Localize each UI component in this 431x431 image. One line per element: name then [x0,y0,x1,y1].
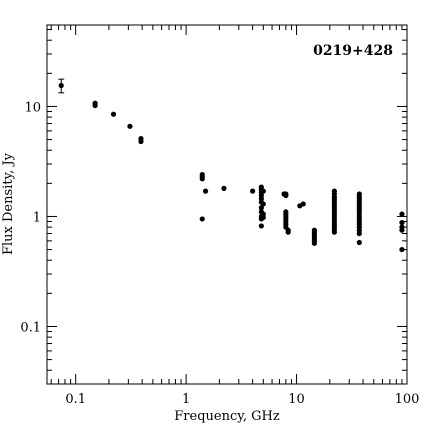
plot-frame [46,24,408,385]
data-point [399,211,405,217]
data-point [356,230,362,237]
y-axis-ticks: 0.1 1 10 [20,29,407,385]
data-point [399,227,405,233]
x-axis-label: Frequency, GHz [174,409,280,424]
plot-border [46,24,408,385]
data-point [260,201,266,207]
y-tick-label: 1 [33,210,41,225]
data-point [127,123,133,129]
x-tick-label: 0.1 [65,392,86,407]
x-axis-ticks: 0.1 1 10 100 [50,25,420,407]
y-tick-label: 0.1 [20,320,41,335]
data-point [199,216,205,222]
data-point [199,176,205,182]
data-point [300,201,306,207]
data-point [260,188,266,194]
x-tick-label: 100 [395,392,420,407]
data-point [110,111,117,117]
data-point [250,188,256,194]
data-point [311,240,317,246]
data-point [399,246,405,253]
data-points [58,78,405,253]
data-point [138,138,144,145]
chart-title: 0219+428 [313,43,393,59]
data-point [331,229,337,235]
data-point [92,102,98,109]
data-point [58,82,64,89]
y-axis-label: Flux Density, Jy [1,152,16,255]
data-point [202,188,209,194]
data-point [285,229,291,235]
data-point [258,223,264,229]
data-point [258,205,264,211]
x-tick-label: 1 [182,392,190,407]
data-point [221,185,227,191]
x-tick-label: 10 [288,392,305,407]
data-point [356,239,362,246]
data-point [399,219,405,226]
y-tick-label: 10 [24,100,41,115]
data-point [260,214,266,221]
data-point [283,192,289,199]
